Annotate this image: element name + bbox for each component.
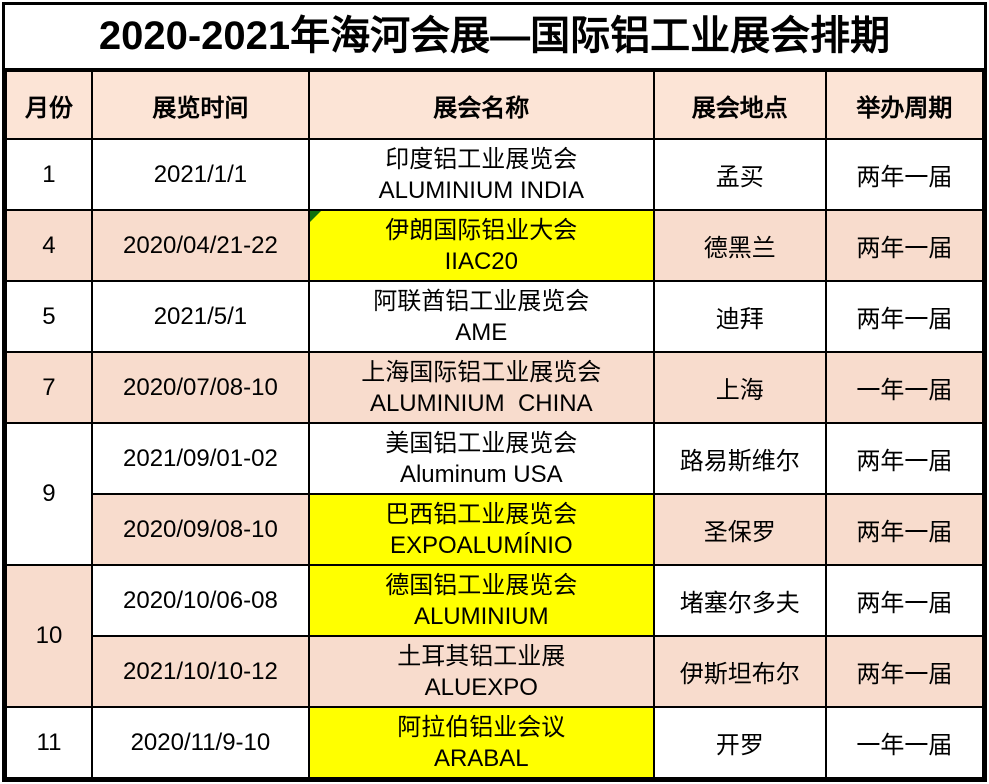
cell-text: 2020/10/06-08 bbox=[123, 586, 278, 614]
cell-text: 开罗 bbox=[715, 732, 764, 759]
month-cell: 9 bbox=[5, 422, 93, 566]
date-cell: 2020/09/08-10 bbox=[90, 493, 310, 566]
table-row: 9 2021/09/01-02 美国铝工业展览会 Aluminum USA 路易斯维尔… bbox=[5, 422, 985, 566]
name-cell: 土耳其铝工业展 ALUEXPO bbox=[307, 635, 655, 708]
month-cell: 10 bbox=[5, 564, 93, 708]
date-cell: 2021/1/1 bbox=[90, 138, 310, 211]
table-row: 11 2020/11/9-10 阿拉伯铝业会议 ARABAL 开罗 一年一届 bbox=[5, 706, 985, 779]
cell-text: 两年一届 bbox=[856, 306, 953, 333]
month-cell: 4 bbox=[5, 209, 93, 282]
table-row: 7 2020/07/08-10 上海国际铝工业展览会 ALUMINIUM CHINA… bbox=[5, 351, 985, 424]
cell-text: 上海国际铝工业展览会 ALUMINIUM CHINA bbox=[361, 358, 602, 417]
location-cell: 迪拜 bbox=[652, 280, 827, 353]
location-cell: 路易斯维尔 bbox=[652, 422, 827, 495]
name-cell: 印度铝工业展览会 ALUMINIUM INDIA bbox=[307, 138, 655, 211]
date-cell: 2020/10/06-08 bbox=[90, 564, 310, 637]
cell-text: 一年一届 bbox=[856, 377, 953, 404]
cell-text: 土耳其铝工业展 ALUEXPO bbox=[397, 642, 566, 701]
page-title: 2020-2021年海河会展—国际铝工业展会排期 bbox=[5, 5, 984, 70]
month-cell: 5 bbox=[5, 280, 93, 353]
table-row: 2021/10/10-12 土耳其铝工业展 ALUEXPO 伊斯坦布尔 两年一届 bbox=[6, 635, 985, 708]
column-header-1: 展览时间 bbox=[90, 70, 310, 140]
name-cell: 德国铝工业展览会 ALUMINIUM bbox=[307, 564, 655, 637]
cycle-cell: 两年一届 bbox=[824, 493, 985, 566]
cell-text: 2021/1/1 bbox=[153, 160, 248, 188]
column-header-3: 展会地点 bbox=[652, 70, 827, 140]
cell-text: 上海 bbox=[715, 377, 764, 404]
cycle-cell: 一年一届 bbox=[824, 706, 985, 779]
table-row: 10 2020/10/06-08 德国铝工业展览会 ALUMINIUM 堵塞尔多夫 两年… bbox=[5, 564, 985, 708]
cell-text: 伊朗国际铝业大会 IIAC20 bbox=[385, 216, 578, 275]
cell-text: 2020/11/9-10 bbox=[130, 728, 271, 756]
cycle-cell: 两年一届 bbox=[824, 422, 985, 495]
location-cell: 圣保罗 bbox=[652, 493, 827, 566]
name-cell: 阿拉伯铝业会议 ARABAL bbox=[307, 706, 655, 779]
name-cell: 巴西铝工业展览会 EXPOALUMÍNIO bbox=[307, 493, 655, 566]
table-row: 1 2021/1/1 印度铝工业展览会 ALUMINIUM INDIA 孟买 两年一届 bbox=[5, 138, 985, 211]
cell-text: 德黑兰 bbox=[703, 235, 776, 262]
cell-text: 阿拉伯铝业会议 ARABAL bbox=[397, 713, 566, 772]
cell-text: 迪拜 bbox=[715, 306, 764, 333]
cell-text: 伊斯坦布尔 bbox=[679, 661, 800, 688]
cycle-cell: 两年一届 bbox=[824, 209, 985, 282]
header-row: 月份 展览时间 展会名称 展会地点 举办周期 bbox=[5, 70, 985, 140]
cell-text: 巴西铝工业展览会 EXPOALUMÍNIO bbox=[385, 500, 578, 559]
cell-text: 两年一届 bbox=[856, 590, 953, 617]
exhibition-schedule-table: 月份 展览时间 展会名称 展会地点 举办周期 1 2021/1/1 印度铝工业展览会 ALU… bbox=[5, 70, 985, 779]
name-cell: 伊朗国际铝业大会 IIAC20 bbox=[307, 209, 655, 282]
cycle-cell: 两年一届 bbox=[824, 280, 985, 353]
cell-text: 两年一届 bbox=[856, 164, 953, 191]
column-header-4: 举办周期 bbox=[824, 70, 985, 140]
cell-text: 德国铝工业展览会 ALUMINIUM bbox=[385, 571, 578, 630]
column-header-2: 展会名称 bbox=[307, 70, 655, 140]
month-cell: 7 bbox=[5, 351, 93, 424]
table-row: 5 2021/5/1 阿联酋铝工业展览会 AME 迪拜 两年一届 bbox=[5, 280, 985, 353]
cell-text: 路易斯维尔 bbox=[679, 448, 800, 475]
cell-text: 美国铝工业展览会 Aluminum USA bbox=[385, 429, 578, 488]
cell-text: 两年一届 bbox=[856, 448, 953, 475]
location-cell: 伊斯坦布尔 bbox=[652, 635, 827, 708]
month-cell: 1 bbox=[5, 138, 93, 211]
location-cell: 开罗 bbox=[652, 706, 827, 779]
date-cell: 2020/11/9-10 bbox=[90, 706, 310, 779]
location-cell: 堵塞尔多夫 bbox=[652, 564, 827, 637]
month-cell: 11 bbox=[5, 706, 93, 779]
table-row: 4 2020/04/21-22 伊朗国际铝业大会 IIAC20 德黑兰 两年一届 bbox=[5, 209, 985, 282]
cycle-cell: 两年一届 bbox=[824, 138, 985, 211]
date-cell: 2020/07/08-10 bbox=[90, 351, 310, 424]
cell-text: 孟买 bbox=[715, 164, 764, 191]
table-row: 2020/09/08-10 巴西铝工业展览会 EXPOALUMÍNIO 圣保罗 两年一… bbox=[6, 493, 985, 566]
cell-text: 2021/09/01-02 bbox=[123, 444, 278, 472]
date-cell: 2021/09/01-02 bbox=[90, 422, 310, 495]
name-cell: 美国铝工业展览会 Aluminum USA bbox=[307, 422, 655, 495]
date-cell: 2020/04/21-22 bbox=[90, 209, 310, 282]
cell-text: 印度铝工业展览会 ALUMINIUM INDIA bbox=[378, 145, 584, 204]
cell-text: 两年一届 bbox=[856, 661, 953, 688]
cell-text: 2020/07/08-10 bbox=[123, 373, 278, 401]
location-cell: 孟买 bbox=[652, 138, 827, 211]
cell-text: 两年一届 bbox=[856, 519, 953, 546]
name-cell: 上海国际铝工业展览会 ALUMINIUM CHINA bbox=[307, 351, 655, 424]
cycle-cell: 一年一届 bbox=[824, 351, 985, 424]
cell-text: 2021/10/10-12 bbox=[123, 657, 278, 685]
cycle-cell: 两年一届 bbox=[824, 564, 985, 637]
cell-text: 两年一届 bbox=[856, 235, 953, 262]
date-cell: 2021/10/10-12 bbox=[90, 635, 310, 708]
cell-corner-flag-icon bbox=[310, 212, 321, 222]
cell-text: 圣保罗 bbox=[703, 519, 776, 546]
cycle-cell: 两年一届 bbox=[824, 635, 985, 708]
location-cell: 上海 bbox=[652, 351, 827, 424]
cell-text: 阿联酋铝工业展览会 AME bbox=[373, 287, 590, 346]
name-cell: 阿联酋铝工业展览会 AME bbox=[307, 280, 655, 353]
cell-text: 一年一届 bbox=[856, 732, 953, 759]
date-cell: 2021/5/1 bbox=[90, 280, 310, 353]
cell-text: 2020/09/08-10 bbox=[123, 515, 278, 543]
cell-text: 堵塞尔多夫 bbox=[679, 590, 800, 617]
cell-text: 2021/5/1 bbox=[153, 302, 248, 330]
location-cell: 德黑兰 bbox=[652, 209, 827, 282]
column-header-0: 月份 bbox=[5, 70, 93, 140]
cell-text: 2020/04/21-22 bbox=[123, 231, 278, 259]
